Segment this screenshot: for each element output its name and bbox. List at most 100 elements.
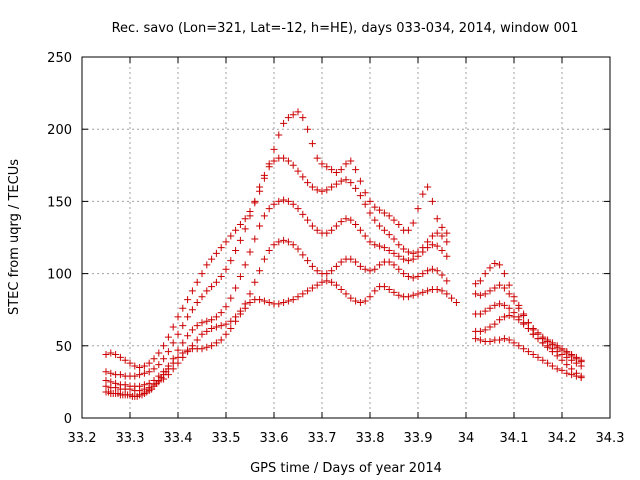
y-tick-label: 250 — [47, 51, 72, 66]
data-point — [160, 368, 168, 376]
data-point — [164, 333, 172, 341]
data-point — [280, 236, 288, 244]
data-point — [251, 278, 259, 286]
data-point — [260, 255, 268, 263]
data-point — [241, 261, 249, 269]
data-point — [102, 368, 110, 376]
data-point — [280, 298, 288, 306]
data-point — [404, 248, 412, 256]
data-point — [376, 222, 384, 230]
data-point — [438, 287, 446, 295]
data-point — [371, 241, 379, 249]
data-point — [529, 350, 537, 358]
data-point — [568, 352, 576, 360]
data-point — [404, 257, 412, 265]
data-point — [328, 226, 336, 234]
data-point — [438, 246, 446, 254]
data-point — [395, 252, 403, 260]
data-point — [380, 244, 388, 252]
data-point — [505, 304, 513, 312]
data-point — [424, 238, 432, 246]
data-point — [208, 342, 216, 350]
x-tick-label: 33.9 — [404, 431, 433, 446]
data-point — [577, 372, 585, 380]
data-point — [505, 311, 513, 319]
data-point — [472, 280, 480, 288]
data-point — [356, 262, 364, 270]
data-point — [476, 291, 484, 299]
data-point — [198, 319, 206, 327]
data-point — [212, 313, 220, 321]
data-point — [140, 369, 148, 377]
data-point — [265, 205, 273, 213]
data-point — [174, 313, 182, 321]
data-point — [443, 238, 451, 246]
data-point — [145, 368, 153, 376]
x-tick-label: 34.1 — [500, 431, 529, 446]
data-point — [534, 330, 542, 338]
data-point — [419, 270, 427, 278]
data-point — [284, 114, 292, 122]
data-point — [342, 215, 350, 223]
data-point — [289, 111, 297, 119]
data-point — [112, 350, 120, 358]
axis-ticks — [81, 56, 611, 419]
data-point — [294, 167, 302, 175]
data-point — [347, 216, 355, 224]
data-point — [481, 307, 489, 315]
data-point — [212, 323, 220, 331]
data-point — [347, 179, 355, 187]
data-point — [246, 290, 254, 298]
data-point — [313, 186, 321, 194]
data-point — [241, 215, 249, 223]
data-point — [217, 322, 225, 330]
data-point — [308, 140, 316, 148]
data-point — [121, 356, 129, 364]
data-point — [155, 372, 163, 380]
data-point — [510, 293, 518, 301]
data-point — [160, 375, 168, 383]
data-point — [409, 249, 417, 257]
data-point — [188, 326, 196, 334]
data-point — [304, 287, 312, 295]
data-point — [217, 244, 225, 252]
data-point — [572, 369, 580, 377]
data-point — [491, 320, 499, 328]
data-point — [289, 241, 297, 249]
data-point — [390, 235, 398, 243]
data-point — [539, 356, 547, 364]
data-point — [275, 131, 283, 139]
data-point — [217, 272, 225, 280]
data-point — [304, 216, 312, 224]
data-point — [169, 365, 177, 373]
data-point — [299, 290, 307, 298]
data-point — [328, 278, 336, 286]
x-tick-label: 33.4 — [164, 431, 193, 446]
data-point — [294, 205, 302, 213]
y-tick-label: 150 — [47, 195, 72, 210]
data-point — [577, 358, 585, 366]
data-point — [150, 355, 158, 363]
data-point — [299, 210, 307, 218]
data-point — [328, 183, 336, 191]
data-point — [414, 272, 422, 280]
data-point — [121, 381, 129, 389]
x-tick-label: 34.3 — [596, 431, 625, 446]
data-point — [198, 330, 206, 338]
data-point — [510, 309, 518, 317]
data-point — [544, 337, 552, 345]
data-point — [265, 160, 273, 168]
data-point — [337, 258, 345, 266]
data-point — [400, 245, 408, 253]
data-point — [400, 270, 408, 278]
data-point — [352, 166, 360, 174]
data-point — [299, 251, 307, 259]
data-point — [337, 166, 345, 174]
y-tick-label: 100 — [47, 268, 72, 283]
data-point — [433, 285, 441, 293]
data-point — [568, 365, 576, 373]
data-point — [227, 317, 235, 325]
data-point — [260, 174, 268, 182]
data-point — [342, 290, 350, 298]
